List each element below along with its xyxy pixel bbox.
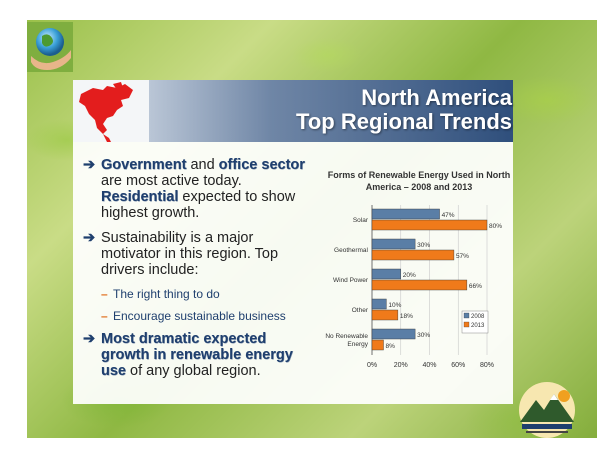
text-dramatic-growth: Most dramatic expected growth in renewab… [101,331,293,379]
dash-bullet-icon: – [101,287,108,301]
bar-2008 [371,298,387,310]
data-label: 30% [417,332,430,339]
mountain-sun-logo [519,382,575,438]
text-sector: sector [261,157,305,173]
data-label: 30% [417,242,430,249]
data-label: 8% [386,343,396,350]
category-label: Wind Power [333,277,369,284]
bar-2008 [371,328,416,340]
bullet-government: ➔ Government and office sector are most … [83,157,313,221]
bar-2013 [371,249,455,261]
x-tick-label: 0% [367,362,377,369]
bullet-dramatic-growth: ➔ Most dramatic expected growth in renew… [83,331,313,379]
data-label: 66% [469,283,482,290]
bar-2013 [371,339,384,351]
data-label: 10% [388,302,401,309]
x-tick-label: 80% [480,362,494,369]
north-america-map-icon [73,80,149,142]
category-label: Geothermal [334,247,369,254]
text-residential: Residential [101,189,179,205]
arrow-bullet-icon: ➔ [83,157,96,173]
data-label: 47% [442,212,455,219]
bullet-list: ➔ Government and office sector are most … [83,157,313,388]
text-and: and [186,157,219,173]
slide-title: North America Top Regional Trends [212,86,512,134]
text-office: office [218,157,258,173]
legend-swatch [463,312,470,319]
title-line-1: North America [361,85,512,110]
legend-swatch [463,321,470,328]
x-tick-label: 40% [422,362,436,369]
data-label: 20% [403,272,416,279]
data-label: 18% [400,313,413,320]
chart-title: Forms of Renewable Energy Used in North … [327,170,511,192]
legend-label: 2013 [471,323,485,329]
category-label: No Renewable [325,333,368,340]
data-label: 57% [456,253,469,260]
x-tick-label: 20% [394,362,408,369]
category-label: Other [352,307,369,314]
bullet-sustainability: ➔ Sustainability is a major motivator in… [83,230,313,278]
bar-2008 [371,238,416,250]
sub-bullet-right-thing: – The right thing to do [83,287,313,301]
bar-2013 [371,279,468,291]
title-line-2: Top Regional Trends [296,109,512,134]
dash-bullet-icon: – [101,309,108,323]
sub-bullet-encourage: – Encourage sustainable business [83,309,313,323]
category-label: Energy [347,341,368,348]
content-panel [73,142,513,404]
text-encourage: Encourage sustainable business [113,309,286,323]
bar-2013 [371,219,488,231]
x-tick-label: 60% [451,362,465,369]
category-label: Solar [353,217,369,224]
bar-2013 [371,309,399,321]
text-government: Government [101,157,187,173]
arrow-bullet-icon: ➔ [83,331,96,347]
bar-2008 [371,268,401,280]
text-rest2: expected to show highest growth. [101,189,296,221]
arrow-bullet-icon: ➔ [83,230,96,246]
bar-2008 [371,208,440,220]
legend-label: 2008 [471,314,485,320]
data-label: 80% [489,223,502,230]
hands-globe-logo [27,22,73,72]
renewable-energy-bar-chart: 0% 20% 40% 60% 80% Solar 47% 80% Geothermal 30% 57… [325,205,502,369]
text-global-region: of any global region. [126,363,261,379]
text-right-thing: The right thing to do [113,287,220,301]
text-rest1: are most active today. [101,173,242,189]
text-sustainability: Sustainability is a major motivator in t… [101,230,279,278]
